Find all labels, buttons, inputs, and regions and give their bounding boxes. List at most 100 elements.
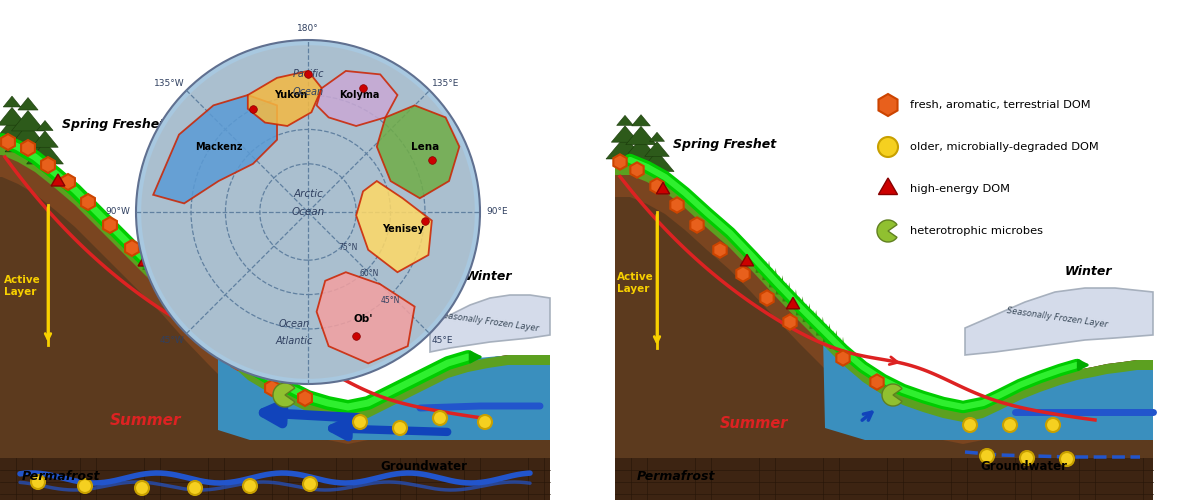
Polygon shape (200, 310, 204, 323)
Polygon shape (833, 337, 835, 349)
Text: Permafrost: Permafrost (22, 470, 101, 483)
Polygon shape (220, 336, 222, 348)
Circle shape (394, 421, 407, 435)
Polygon shape (775, 276, 778, 287)
Polygon shape (965, 288, 1153, 355)
Bar (623, 159, 628, 165)
Polygon shape (26, 142, 64, 164)
Polygon shape (167, 284, 170, 296)
Polygon shape (176, 291, 179, 303)
Bar (638, 164, 643, 170)
Polygon shape (194, 310, 198, 323)
Polygon shape (204, 324, 208, 336)
Polygon shape (781, 275, 784, 287)
Text: Yukon: Yukon (274, 90, 307, 100)
Polygon shape (161, 277, 164, 289)
Polygon shape (805, 303, 808, 316)
Bar (25, 152, 30, 158)
Polygon shape (216, 330, 220, 342)
Polygon shape (198, 304, 200, 316)
Circle shape (878, 137, 898, 157)
Polygon shape (611, 126, 638, 142)
Polygon shape (809, 310, 811, 322)
Polygon shape (616, 165, 1153, 444)
Circle shape (78, 479, 92, 493)
Polygon shape (772, 276, 775, 287)
Polygon shape (52, 174, 65, 186)
Polygon shape (265, 380, 278, 396)
Circle shape (1020, 451, 1034, 465)
Polygon shape (216, 336, 220, 348)
Polygon shape (769, 275, 772, 287)
Polygon shape (768, 260, 770, 273)
Polygon shape (835, 337, 839, 349)
Text: Lena: Lena (410, 142, 439, 152)
Polygon shape (671, 198, 684, 212)
Polygon shape (232, 354, 245, 370)
Circle shape (142, 45, 475, 379)
Polygon shape (822, 324, 826, 336)
Polygon shape (208, 324, 210, 336)
Polygon shape (737, 266, 750, 281)
Polygon shape (802, 304, 805, 316)
Polygon shape (756, 260, 758, 273)
Polygon shape (37, 120, 53, 130)
Polygon shape (835, 330, 838, 342)
Polygon shape (248, 71, 322, 126)
Polygon shape (176, 284, 179, 296)
Polygon shape (794, 289, 798, 302)
Polygon shape (812, 316, 815, 329)
Text: Ob': Ob' (353, 314, 373, 324)
Polygon shape (170, 284, 173, 296)
Circle shape (302, 477, 317, 491)
Polygon shape (796, 303, 799, 316)
Polygon shape (792, 290, 794, 302)
Polygon shape (650, 178, 664, 194)
Polygon shape (0, 145, 550, 444)
Polygon shape (799, 303, 802, 316)
Bar (10, 144, 14, 150)
Polygon shape (796, 296, 798, 308)
Polygon shape (173, 277, 176, 289)
Circle shape (1046, 418, 1060, 432)
Polygon shape (430, 295, 550, 352)
Polygon shape (829, 337, 833, 349)
Text: Ocean: Ocean (278, 319, 310, 329)
Text: 75°N: 75°N (338, 242, 358, 252)
Polygon shape (356, 181, 432, 272)
Text: heterotrophic microbes: heterotrophic microbes (910, 226, 1043, 236)
Polygon shape (172, 290, 185, 306)
Text: Permafrost: Permafrost (637, 470, 715, 483)
Circle shape (136, 40, 480, 384)
Polygon shape (788, 290, 792, 302)
Text: fresh, aromatic, terrestrial DOM: fresh, aromatic, terrestrial DOM (910, 100, 1091, 110)
Text: high-energy DOM: high-energy DOM (910, 184, 1010, 194)
Circle shape (188, 481, 202, 495)
Circle shape (1003, 418, 1018, 432)
Polygon shape (774, 268, 778, 280)
Polygon shape (808, 303, 811, 316)
Polygon shape (820, 324, 822, 336)
Polygon shape (167, 270, 170, 282)
Circle shape (31, 475, 46, 489)
Text: Pacific: Pacific (293, 70, 324, 80)
Polygon shape (161, 264, 163, 276)
Polygon shape (61, 174, 74, 190)
Polygon shape (781, 282, 785, 294)
Text: older, microbially-degraded DOM: older, microbially-degraded DOM (910, 142, 1099, 152)
Polygon shape (758, 260, 762, 273)
Polygon shape (823, 335, 1153, 440)
Polygon shape (631, 114, 650, 126)
Polygon shape (792, 296, 796, 308)
Polygon shape (1, 134, 14, 150)
Polygon shape (766, 268, 768, 280)
Polygon shape (82, 194, 95, 210)
Polygon shape (22, 140, 35, 156)
Circle shape (134, 481, 149, 495)
Polygon shape (179, 284, 182, 296)
Text: 45°E: 45°E (432, 336, 454, 345)
Text: Seasonally Frozen Layer: Seasonally Frozen Layer (1006, 306, 1108, 330)
Polygon shape (192, 304, 194, 316)
Polygon shape (790, 296, 792, 308)
Polygon shape (826, 324, 828, 336)
